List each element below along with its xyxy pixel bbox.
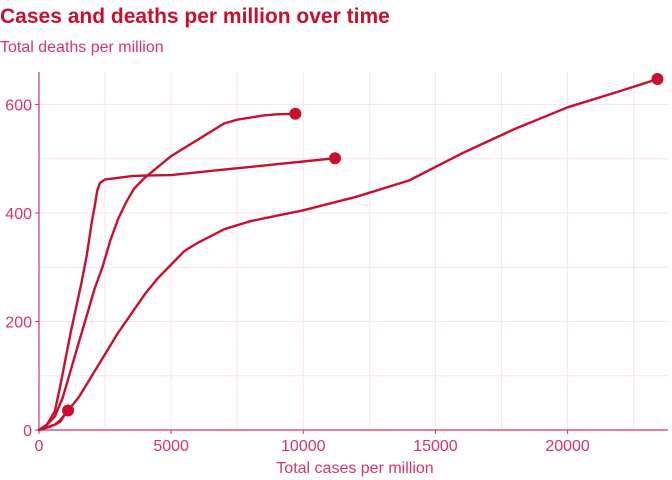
series-line-4: [37, 77, 659, 432]
y-tick-label: 400: [5, 206, 32, 223]
chart-subtitle: Total deaths per million: [0, 39, 164, 56]
x-tick-label: 5000: [153, 438, 189, 455]
series-end-point-4: [651, 73, 664, 86]
x-axis-label: Total cases per million: [276, 460, 433, 477]
end-markers: [62, 73, 664, 417]
series-end-point-2: [289, 107, 302, 120]
series-line-1: [37, 156, 337, 432]
series-end-point-3: [62, 404, 75, 417]
tick-labels: 0 5000 10000 15000 20000 0 200 400 600: [5, 98, 590, 455]
x-tick-label: 20000: [545, 438, 590, 455]
y-tick-label: 600: [5, 98, 32, 115]
y-tick-label: 0: [23, 423, 32, 440]
series-end-point-1: [329, 152, 341, 165]
axes: [35, 72, 668, 434]
x-tick-label: 15000: [413, 438, 458, 455]
series-line-2: [37, 112, 297, 432]
y-tick-label: 200: [5, 315, 32, 332]
x-tick-label: 10000: [281, 438, 326, 455]
x-tick-label: 0: [35, 438, 44, 455]
series-lines: [37, 77, 659, 432]
grid-lines: [39, 72, 668, 430]
chart-title: Cases and deaths per million over time: [0, 5, 390, 28]
